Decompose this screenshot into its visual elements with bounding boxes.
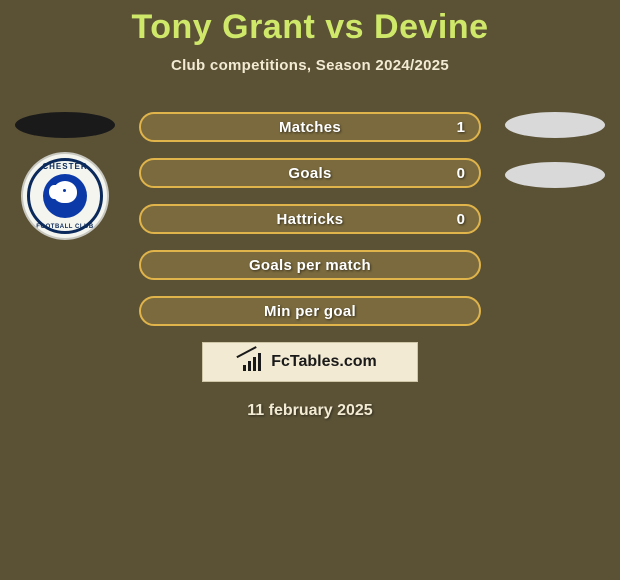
- lion-icon: [49, 181, 81, 211]
- right-player-marker-2: [505, 162, 605, 188]
- page-title: Tony Grant vs Devine: [0, 0, 620, 47]
- comparison-card: Tony Grant vs Devine Club competitions, …: [0, 0, 620, 580]
- badge-outer-ring: CHESTER FOOTBALL CLUB: [21, 152, 109, 240]
- stat-label: Goals per match: [141, 257, 479, 274]
- stat-row-goals-per-match: Goals per match: [139, 250, 481, 280]
- stat-row-goals: Goals 0: [139, 158, 481, 188]
- left-player-column: CHESTER FOOTBALL CLUB: [10, 112, 120, 240]
- right-player-marker-1: [505, 112, 605, 138]
- brand-text: FcTables.com: [271, 353, 377, 371]
- badge-center: [43, 174, 87, 218]
- stat-label: Min per goal: [141, 303, 479, 320]
- left-player-marker: [15, 112, 115, 138]
- stat-value-right: 1: [457, 119, 465, 136]
- bar-chart-icon: [243, 353, 265, 371]
- club-badge-chester: CHESTER FOOTBALL CLUB: [21, 152, 109, 240]
- stat-row-hattricks: Hattricks 0: [139, 204, 481, 234]
- date-line: 11 february 2025: [0, 402, 620, 420]
- right-player-column: [500, 112, 610, 188]
- stats-area: CHESTER FOOTBALL CLUB M: [0, 112, 620, 420]
- stat-label: Goals: [141, 165, 479, 182]
- badge-bottom-text: FOOTBALL CLUB: [23, 224, 107, 230]
- stat-rows: Matches 1 Goals 0 Hattricks 0 Goals per …: [139, 112, 481, 326]
- stat-value-right: 0: [457, 211, 465, 228]
- brand-box[interactable]: FcTables.com: [202, 342, 418, 382]
- stat-row-matches: Matches 1: [139, 112, 481, 142]
- subtitle: Club competitions, Season 2024/2025: [0, 57, 620, 74]
- badge-top-text: CHESTER: [23, 162, 107, 171]
- stat-label: Matches: [141, 119, 479, 136]
- stat-row-min-per-goal: Min per goal: [139, 296, 481, 326]
- stat-label: Hattricks: [141, 211, 479, 228]
- stat-value-right: 0: [457, 165, 465, 182]
